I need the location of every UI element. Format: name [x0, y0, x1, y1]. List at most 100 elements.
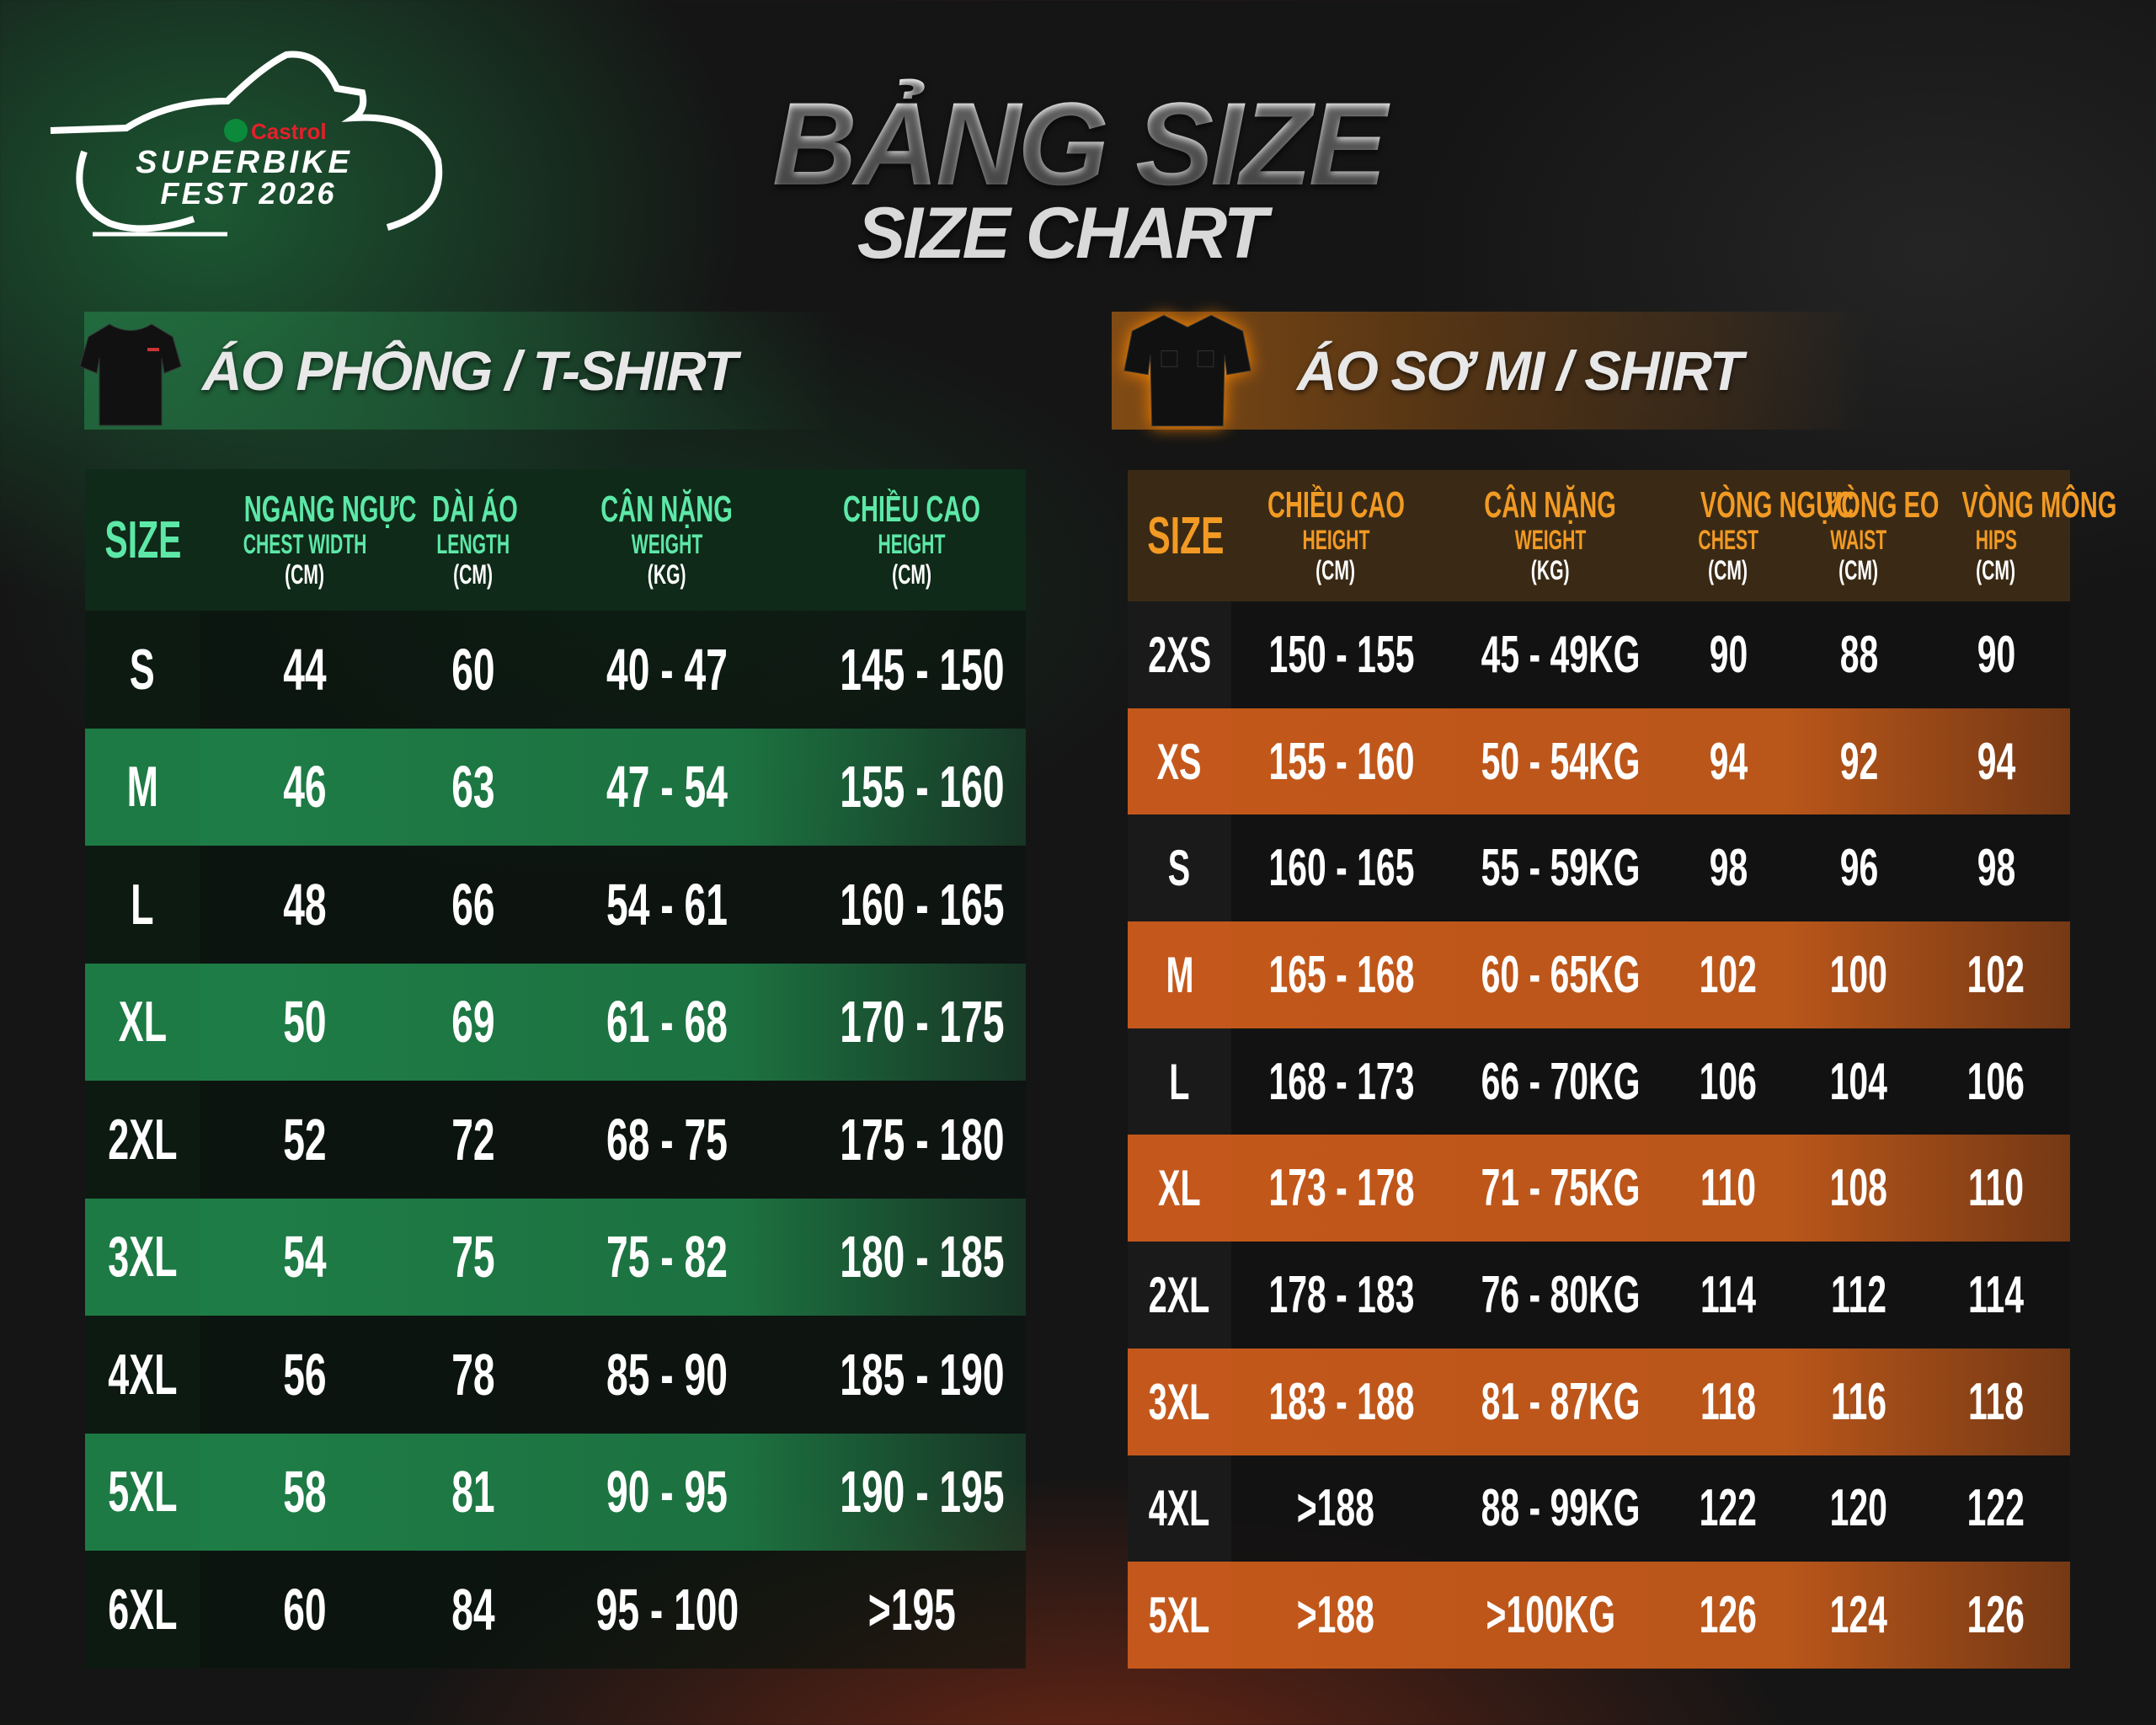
value-cell: 102	[1922, 921, 2070, 1028]
value: 88	[1839, 625, 1878, 684]
value-cell: 68 - 75	[536, 1081, 798, 1199]
value: 72	[451, 1106, 495, 1172]
size-row: 5XL >188 >100KG 126 124 126	[1128, 1562, 2070, 1669]
value-cell: 114	[1661, 1242, 1796, 1348]
size-label: 5XL	[107, 1460, 178, 1525]
value: 44	[283, 636, 327, 702]
page-title: BẢNG SIZE	[657, 76, 1499, 212]
header-vi: CHIỀU CAO	[1267, 484, 1405, 526]
header-vi: VÒNG MÔNG	[1961, 484, 2117, 526]
shirt-banner: ÁO SƠ MI / SHIRT	[1112, 312, 1870, 430]
value: 178 - 183	[1268, 1265, 1415, 1324]
value: 92	[1839, 732, 1878, 791]
value: 69	[451, 989, 495, 1055]
value: 124	[1829, 1586, 1888, 1645]
value-cell: 165 - 168	[1231, 921, 1440, 1028]
value: 88 - 99KG	[1481, 1479, 1641, 1538]
size-cell: XL	[85, 963, 200, 1081]
value-cell: 160 - 165	[1231, 814, 1440, 921]
header-unit: (CM)	[1838, 555, 1879, 585]
value-cell: 124	[1796, 1562, 1922, 1669]
size-header: SIZE	[1147, 506, 1225, 565]
column-header: VÒNG MÔNG HIPS (CM)	[1922, 470, 2116, 601]
value: 116	[1830, 1372, 1887, 1431]
header-unit: (CM)	[453, 559, 494, 590]
value: 76 - 80KG	[1481, 1265, 1641, 1324]
value-cell: 72	[410, 1081, 536, 1199]
value: 110	[1967, 1159, 2025, 1218]
value-cell: 185 - 190	[798, 1316, 1026, 1434]
tshirt-banner-title: ÁO PHÔNG / T-SHIRT	[202, 339, 738, 402]
size-label: L	[131, 872, 154, 937]
value: 60	[283, 1576, 327, 1642]
value: 81	[451, 1459, 495, 1525]
value-cell: 88	[1796, 601, 1922, 708]
value: 66 - 70KG	[1481, 1052, 1641, 1111]
value-cell: >188	[1231, 1455, 1440, 1562]
value-cell: 106	[1922, 1028, 2070, 1135]
svg-text:Castrol: Castrol	[251, 119, 327, 144]
value: 180 - 185	[840, 1224, 1005, 1290]
value: 55 - 59KG	[1481, 839, 1641, 898]
size-row: XL 173 - 178 71 - 75KG 110 108 110	[1128, 1135, 2070, 1242]
value: 60	[451, 636, 495, 702]
column-header: SIZE	[1128, 470, 1231, 601]
value-cell: 71 - 75KG	[1440, 1135, 1661, 1242]
size-label: 5XL	[1149, 1587, 1210, 1644]
size-cell: 2XS	[1128, 601, 1231, 708]
value-cell: 66 - 70KG	[1440, 1028, 1661, 1135]
header-unit: (CM)	[1976, 555, 2016, 585]
value-cell: 61 - 68	[536, 964, 798, 1081]
size-cell: L	[85, 846, 200, 964]
value: 126	[1699, 1586, 1758, 1645]
column-header: DÀI ÁO LENGTH (CM)	[410, 469, 536, 611]
value: 106	[1967, 1052, 2025, 1111]
size-label: M	[1165, 946, 1193, 1003]
value-cell: 173 - 178	[1231, 1135, 1440, 1242]
value: 54 - 61	[606, 871, 728, 937]
value: >195	[867, 1576, 956, 1642]
value: 155 - 160	[840, 754, 1005, 820]
value: 160 - 165	[1268, 839, 1415, 898]
tshirt-size-table: SIZE NGANG NGỰC CHEST WIDTH (CM) DÀI ÁO LENGT…	[85, 469, 1026, 1669]
value-cell: 54	[200, 1199, 410, 1316]
value-cell: 52	[200, 1081, 410, 1199]
value: 170 - 175	[840, 989, 1005, 1055]
value-cell: 45 - 49KG	[1440, 601, 1661, 708]
value: 175 - 180	[840, 1106, 1005, 1172]
value: 114	[1967, 1265, 2025, 1324]
shirt-size-table: SIZE CHIỀU CAO HEIGHT (CM) CÂN NẶNG WEIGHT (KG…	[1128, 470, 2116, 1669]
value: 84	[451, 1576, 495, 1642]
column-header: CHIỀU CAO HEIGHT (CM)	[798, 469, 1026, 611]
value: 110	[1700, 1159, 1757, 1218]
header-en: CHEST	[1698, 525, 1758, 555]
value: 104	[1829, 1052, 1888, 1111]
value-cell: 94	[1922, 708, 2070, 815]
value-cell: 50	[200, 964, 410, 1081]
value: 46	[283, 754, 327, 820]
size-row: 4XL >188 88 - 99KG 122 120 122	[1128, 1455, 2070, 1562]
size-cell: 5XL	[85, 1433, 200, 1551]
value-cell: 118	[1922, 1348, 2070, 1455]
value: 61 - 68	[606, 989, 728, 1055]
value: 185 - 190	[840, 1341, 1005, 1407]
value: 58	[283, 1459, 327, 1525]
value: 120	[1829, 1479, 1888, 1538]
value: 122	[1699, 1479, 1758, 1538]
size-label: 3XL	[1149, 1373, 1210, 1430]
value: 165 - 168	[1268, 945, 1415, 1004]
value: 40 - 47	[606, 636, 728, 702]
size-label: 3XL	[107, 1225, 178, 1290]
size-row: XL 50 69 61 - 68 170 - 175	[85, 963, 1026, 1081]
size-label: 2XS	[1148, 626, 1211, 683]
header-en: WEIGHT	[1514, 525, 1587, 555]
value-cell: 178 - 183	[1231, 1242, 1440, 1348]
value-cell: 60 - 65KG	[1440, 921, 1661, 1028]
size-row: M 165 - 168 60 - 65KG 102 100 102	[1128, 921, 2070, 1028]
value: 95 - 100	[595, 1576, 739, 1642]
size-row: L 48 66 54 - 61 160 - 165	[85, 846, 1026, 964]
value-cell: 118	[1661, 1348, 1796, 1455]
value: >188	[1296, 1479, 1375, 1538]
value: 56	[283, 1341, 327, 1407]
value: 50	[283, 989, 327, 1055]
